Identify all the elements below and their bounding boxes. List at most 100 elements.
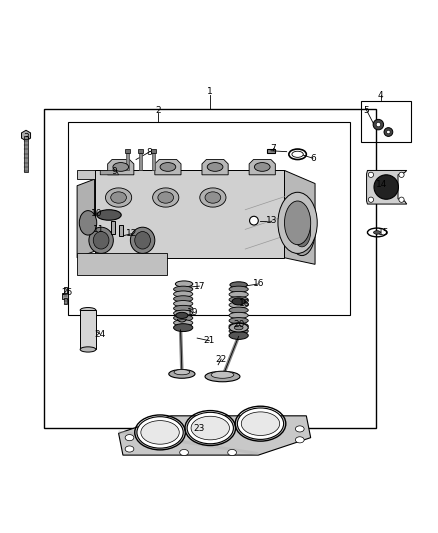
Ellipse shape	[173, 296, 193, 302]
Ellipse shape	[399, 172, 404, 177]
Ellipse shape	[158, 192, 173, 203]
Ellipse shape	[135, 231, 150, 249]
Ellipse shape	[234, 326, 243, 330]
Ellipse shape	[295, 437, 304, 443]
Ellipse shape	[368, 197, 374, 203]
Text: 10: 10	[91, 209, 102, 218]
Text: 20: 20	[233, 320, 244, 329]
Ellipse shape	[106, 188, 132, 207]
Bar	[120, 225, 123, 236]
Bar	[44, 109, 376, 428]
Ellipse shape	[125, 446, 134, 452]
Ellipse shape	[205, 192, 221, 203]
Text: 2: 2	[155, 106, 161, 115]
Bar	[64, 287, 67, 294]
Bar	[361, 101, 411, 142]
Ellipse shape	[187, 413, 233, 444]
Ellipse shape	[229, 307, 248, 313]
Polygon shape	[285, 171, 315, 264]
Ellipse shape	[229, 332, 248, 340]
Ellipse shape	[111, 192, 127, 203]
Ellipse shape	[278, 192, 317, 253]
Ellipse shape	[173, 286, 193, 292]
Ellipse shape	[93, 231, 109, 249]
Ellipse shape	[176, 312, 188, 318]
Polygon shape	[77, 179, 95, 258]
Ellipse shape	[237, 408, 284, 439]
Text: 8: 8	[146, 148, 152, 157]
Text: 14: 14	[376, 180, 387, 189]
Ellipse shape	[205, 372, 240, 382]
Polygon shape	[202, 159, 228, 175]
Polygon shape	[155, 159, 181, 175]
Ellipse shape	[229, 302, 248, 308]
Ellipse shape	[376, 123, 381, 127]
Ellipse shape	[79, 211, 97, 235]
Ellipse shape	[173, 324, 193, 332]
Text: 1: 1	[207, 87, 213, 96]
Ellipse shape	[131, 227, 155, 253]
Ellipse shape	[229, 292, 248, 297]
Ellipse shape	[229, 323, 248, 332]
Ellipse shape	[180, 449, 188, 456]
Ellipse shape	[173, 301, 193, 306]
Ellipse shape	[285, 201, 311, 245]
Text: 7: 7	[271, 144, 276, 153]
Ellipse shape	[368, 172, 374, 177]
Ellipse shape	[175, 281, 193, 287]
Bar	[125, 149, 130, 153]
Ellipse shape	[295, 426, 304, 432]
Polygon shape	[108, 159, 134, 175]
Text: 11: 11	[93, 225, 105, 234]
Bar	[152, 153, 155, 171]
Ellipse shape	[229, 312, 248, 318]
Ellipse shape	[191, 416, 230, 440]
Ellipse shape	[373, 119, 384, 130]
Text: 17: 17	[194, 281, 205, 290]
Ellipse shape	[254, 163, 270, 171]
Text: 22: 22	[215, 354, 227, 364]
Text: 3: 3	[23, 133, 29, 142]
Polygon shape	[77, 171, 285, 179]
Bar	[111, 221, 115, 234]
Text: 19: 19	[187, 308, 198, 317]
Ellipse shape	[200, 188, 226, 207]
Text: 9: 9	[111, 167, 117, 176]
Ellipse shape	[80, 308, 96, 313]
Bar	[24, 136, 28, 172]
Bar	[139, 153, 142, 171]
Bar	[151, 149, 156, 153]
Polygon shape	[77, 253, 166, 275]
Ellipse shape	[80, 347, 96, 352]
Text: 5: 5	[364, 106, 369, 115]
Ellipse shape	[229, 323, 248, 329]
Ellipse shape	[97, 210, 121, 220]
Bar	[64, 298, 67, 304]
Text: 21: 21	[204, 336, 215, 345]
Ellipse shape	[173, 291, 193, 297]
Polygon shape	[119, 430, 258, 455]
Ellipse shape	[173, 310, 193, 316]
Bar	[267, 149, 275, 153]
Text: 4: 4	[378, 91, 383, 100]
Text: 13: 13	[265, 216, 277, 225]
Text: 12: 12	[126, 229, 138, 238]
Polygon shape	[367, 171, 407, 204]
Ellipse shape	[173, 320, 193, 326]
Ellipse shape	[169, 369, 195, 378]
Text: 24: 24	[95, 330, 106, 338]
Ellipse shape	[137, 417, 183, 448]
Ellipse shape	[211, 372, 234, 378]
Ellipse shape	[174, 369, 190, 375]
Ellipse shape	[229, 318, 248, 324]
Ellipse shape	[250, 216, 258, 225]
Bar	[126, 153, 129, 171]
Text: 16: 16	[253, 279, 264, 288]
Polygon shape	[119, 416, 311, 455]
Ellipse shape	[387, 130, 390, 134]
Text: 18: 18	[240, 299, 251, 308]
Ellipse shape	[289, 207, 315, 256]
Bar	[62, 293, 68, 299]
Ellipse shape	[232, 298, 245, 305]
Ellipse shape	[230, 282, 247, 288]
